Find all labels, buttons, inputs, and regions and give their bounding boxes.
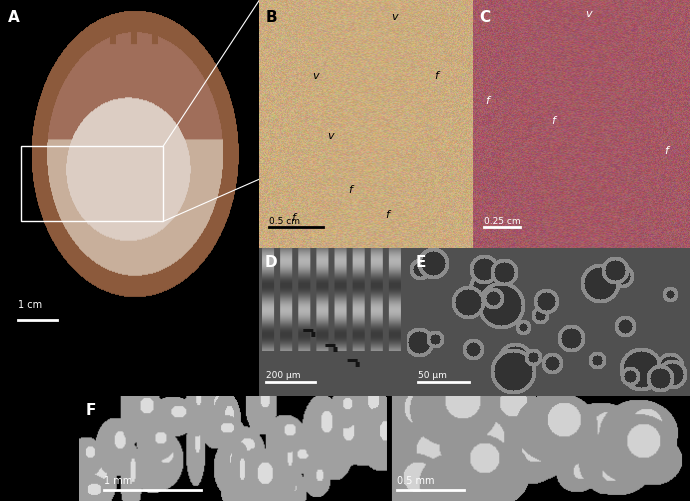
Text: 1 mm: 1 mm: [104, 476, 132, 486]
Text: v: v: [586, 10, 592, 20]
Text: f: f: [434, 71, 438, 81]
Text: f: f: [486, 96, 490, 106]
Text: 200 μm: 200 μm: [266, 371, 301, 380]
Text: 0.5 mm: 0.5 mm: [397, 476, 435, 486]
Text: D: D: [265, 256, 277, 271]
Text: v: v: [312, 71, 319, 81]
Text: 50 μm: 50 μm: [418, 371, 447, 380]
Text: 0.5 cm: 0.5 cm: [269, 216, 300, 225]
Text: B: B: [265, 10, 277, 25]
Text: E: E: [415, 256, 426, 271]
Text: v: v: [327, 131, 334, 141]
Text: F: F: [86, 403, 96, 418]
Text: C: C: [479, 10, 491, 25]
Text: 0.25 cm: 0.25 cm: [484, 216, 520, 225]
Text: A: A: [8, 10, 19, 25]
Bar: [21, 146, 163, 221]
Text: v: v: [391, 12, 398, 22]
Text: f: f: [385, 210, 389, 220]
Text: f: f: [348, 185, 353, 195]
Text: f: f: [664, 146, 668, 156]
Text: f: f: [291, 213, 295, 223]
Text: 1 cm: 1 cm: [18, 300, 42, 310]
Text: f: f: [551, 116, 555, 126]
